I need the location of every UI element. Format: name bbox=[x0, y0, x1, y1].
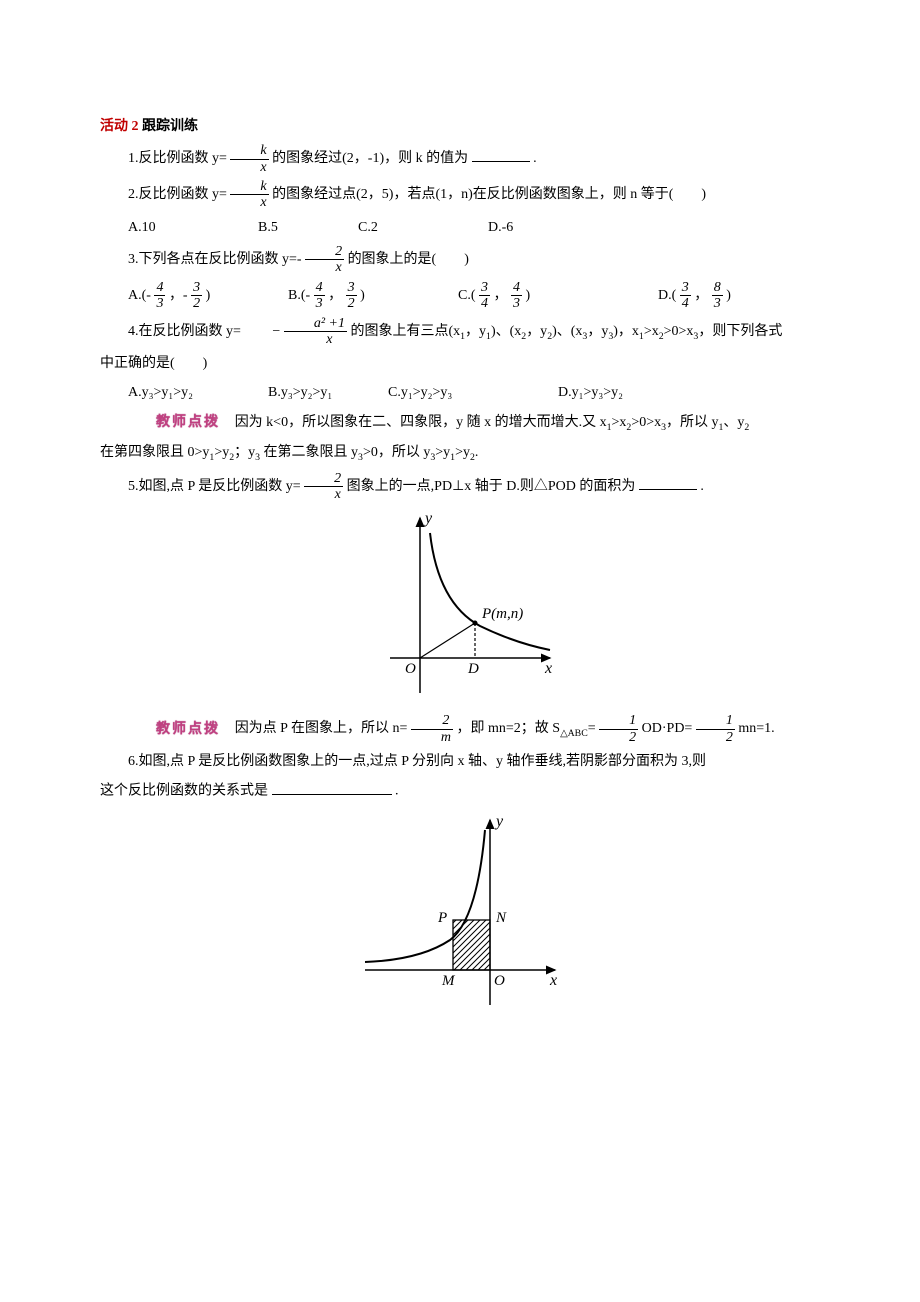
q3-opt-b: B.(- 43 ， 32 ) bbox=[288, 280, 458, 312]
heading-prefix: 活动 2 bbox=[100, 119, 139, 134]
q1-text-c: . bbox=[533, 151, 537, 166]
frac-2-over-x-b: 2 x bbox=[304, 471, 343, 503]
q3-opt-c: C.( 34 ， 43 ) bbox=[458, 280, 658, 312]
q3-text-a: 3.下列各点在反比例函数 y=- bbox=[128, 252, 302, 267]
q3-options: A.(- 43 ，- 32 ) B.(- 43 ， 32 ) C.( 34 ， … bbox=[128, 280, 820, 312]
figure-2-svg: y x O M N P bbox=[350, 810, 570, 1010]
q3-opt-a: A.(- 43 ，- 32 ) bbox=[128, 280, 288, 312]
q4-options: A.y₃>y₁>y₂ B.y₃>y₂>y₁ C.y₁>y₂>y₃ D.y₁>y₃… bbox=[128, 380, 820, 405]
q5-blank bbox=[639, 473, 697, 489]
svg-text:O: O bbox=[494, 973, 505, 989]
frac-2-over-x: 2 x bbox=[305, 244, 344, 276]
svg-text:P: P bbox=[437, 910, 447, 926]
q4: 4.在反比例函数 y= − a² +1 x 的图象上有三点(x1，y1)、(x2… bbox=[100, 316, 820, 348]
q4-opt-d: D.y₁>y₃>y₂ bbox=[558, 380, 623, 405]
q5-text-c: . bbox=[700, 479, 704, 494]
q4-text-a: 4.在反比例函数 y= bbox=[128, 324, 241, 339]
teacher-note-label-2: 教师点拨 bbox=[128, 717, 220, 742]
svg-text:M: M bbox=[441, 973, 456, 989]
q3-opt-d: D.( 34 ， 83 ) bbox=[658, 280, 731, 312]
q5: 5.如图,点 P 是反比例函数 y= 2 x 图象上的一点,PD⊥x 轴于 D.… bbox=[100, 471, 820, 503]
svg-text:D: D bbox=[467, 661, 479, 677]
svg-text:y: y bbox=[423, 510, 433, 527]
q4-tail: 中正确的是( ) bbox=[100, 351, 820, 376]
q3: 3.下列各点在反比例函数 y=- 2 x 的图象上的是( ) bbox=[100, 244, 820, 276]
q2-opt-a: A.10 bbox=[128, 215, 258, 240]
figure-1: y x O D P(m,n) bbox=[100, 508, 820, 707]
q2-opt-b: B.5 bbox=[258, 215, 358, 240]
frac-k-over-x-2: k x bbox=[230, 179, 268, 211]
section-heading: 活动 2 跟踪训练 bbox=[100, 114, 820, 139]
q2: 2.反比例函数 y= k x 的图象经过点(2，5)，若点(1，n)在反比例函数… bbox=[100, 179, 820, 211]
figure-2: y x O M N P bbox=[100, 810, 820, 1019]
q2-text-a: 2.反比例函数 y= bbox=[128, 187, 227, 202]
frac-a2p1-over-x: a² +1 x bbox=[284, 316, 347, 348]
teacher-note-1b: 在第四象限且 0>y1>y2；y3 在第二象限且 y3>0，所以 y3>y1>y… bbox=[100, 440, 820, 466]
frac-k-over-x: k x bbox=[230, 143, 268, 175]
svg-text:x: x bbox=[544, 660, 552, 677]
svg-text:P(m,n): P(m,n) bbox=[481, 606, 523, 622]
q2-opt-d: D.-6 bbox=[488, 215, 513, 240]
svg-text:y: y bbox=[494, 813, 504, 830]
svg-text:N: N bbox=[495, 910, 507, 926]
q4-opt-c: C.y₁>y₂>y₃ bbox=[388, 380, 558, 405]
q6-b: 这个反比例函数的关系式是 . bbox=[100, 778, 820, 804]
q6-blank bbox=[272, 778, 392, 794]
svg-text:x: x bbox=[549, 972, 557, 989]
page-root: 活动 2 跟踪训练 1.反比例函数 y= k x 的图象经过(2，-1)，则 k… bbox=[0, 0, 920, 1085]
teacher-note-2: 教师点拨 因为点 P 在图象上，所以 n= 2 m ，即 mn=2；故 S△AB… bbox=[100, 713, 820, 745]
q4-text-b: 的图象上有三点(x bbox=[350, 324, 460, 339]
q1: 1.反比例函数 y= k x 的图象经过(2，-1)，则 k 的值为 . bbox=[100, 143, 820, 175]
frac-half-1: 1 2 bbox=[599, 713, 638, 745]
q1-blank bbox=[472, 146, 530, 162]
q1-text-a: 1.反比例函数 y= bbox=[128, 151, 227, 166]
teacher-note-1: 教师点拨 因为 k<0，所以图象在二、四象限，y 随 x 的增大而增大.又 x1… bbox=[100, 410, 820, 436]
q5-text-b: 图象上的一点,PD⊥x 轴于 D.则△POD 的面积为 bbox=[347, 479, 636, 494]
q3-text-b: 的图象上的是( ) bbox=[348, 252, 469, 267]
q2-text-b: 的图象经过点(2，5)，若点(1，n)在反比例函数图象上，则 n 等于( ) bbox=[272, 187, 706, 202]
frac-2-over-m: 2 m bbox=[411, 713, 453, 745]
teacher-note-label: 教师点拨 bbox=[128, 410, 220, 435]
frac-half-2: 1 2 bbox=[696, 713, 735, 745]
q1-text-b: 的图象经过(2，-1)，则 k 的值为 bbox=[272, 151, 468, 166]
q4-opt-a: A.y₃>y₁>y₂ bbox=[128, 380, 268, 405]
svg-text:O: O bbox=[405, 661, 416, 677]
figure-1-svg: y x O D P(m,n) bbox=[360, 508, 560, 698]
q2-opt-c: C.2 bbox=[358, 215, 488, 240]
q5-text-a: 5.如图,点 P 是反比例函数 y= bbox=[128, 479, 301, 494]
q6-a: 6.如图,点 P 是反比例函数图象上的一点,过点 P 分别向 x 轴、y 轴作垂… bbox=[100, 749, 820, 774]
q4-opt-b: B.y₃>y₂>y₁ bbox=[268, 380, 388, 405]
heading-rest: 跟踪训练 bbox=[139, 119, 199, 134]
q2-options: A.10 B.5 C.2 D.-6 bbox=[128, 215, 820, 240]
